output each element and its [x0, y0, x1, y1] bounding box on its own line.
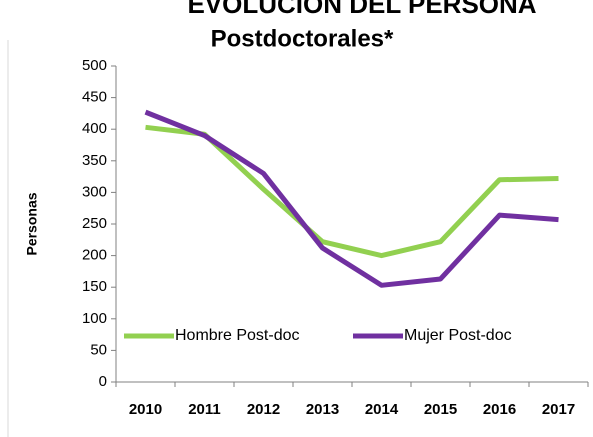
y-tick-label: 150 — [82, 278, 107, 295]
series-line — [144, 109, 559, 288]
y-tick-label: 100 — [82, 310, 107, 327]
chart-subtitle: Postdoctorales* — [211, 25, 394, 52]
y-tick-label: 450 — [82, 89, 107, 106]
series-line — [145, 124, 559, 259]
y-tick-label: 0 — [99, 373, 107, 390]
x-tick-label: 2016 — [483, 401, 516, 418]
legend-label: Hombre Post-doc — [175, 327, 300, 344]
x-tick-label: 2012 — [247, 401, 280, 418]
y-tick-label: 400 — [82, 120, 107, 137]
chart-title: EVOLUCIÓN DEL PERSONA — [187, 0, 536, 19]
y-axis-label: Personas — [24, 192, 40, 255]
x-tick-label: 2014 — [365, 401, 399, 418]
x-tick-label: 2015 — [424, 401, 457, 418]
y-tick-label: 250 — [82, 215, 107, 232]
y-tick-label: 300 — [82, 183, 107, 200]
y-tick-label: 500 — [82, 57, 107, 74]
x-tick-label: 2013 — [306, 401, 339, 418]
x-tick-label: 2010 — [129, 401, 162, 418]
y-tick-label: 50 — [90, 341, 107, 358]
x-tick-label: 2017 — [542, 401, 575, 418]
x-tick-label: 2011 — [188, 401, 221, 418]
y-tick-label: 200 — [82, 247, 107, 264]
y-tick-label: 350 — [82, 152, 107, 169]
legend-label: Mujer Post-doc — [404, 327, 512, 344]
